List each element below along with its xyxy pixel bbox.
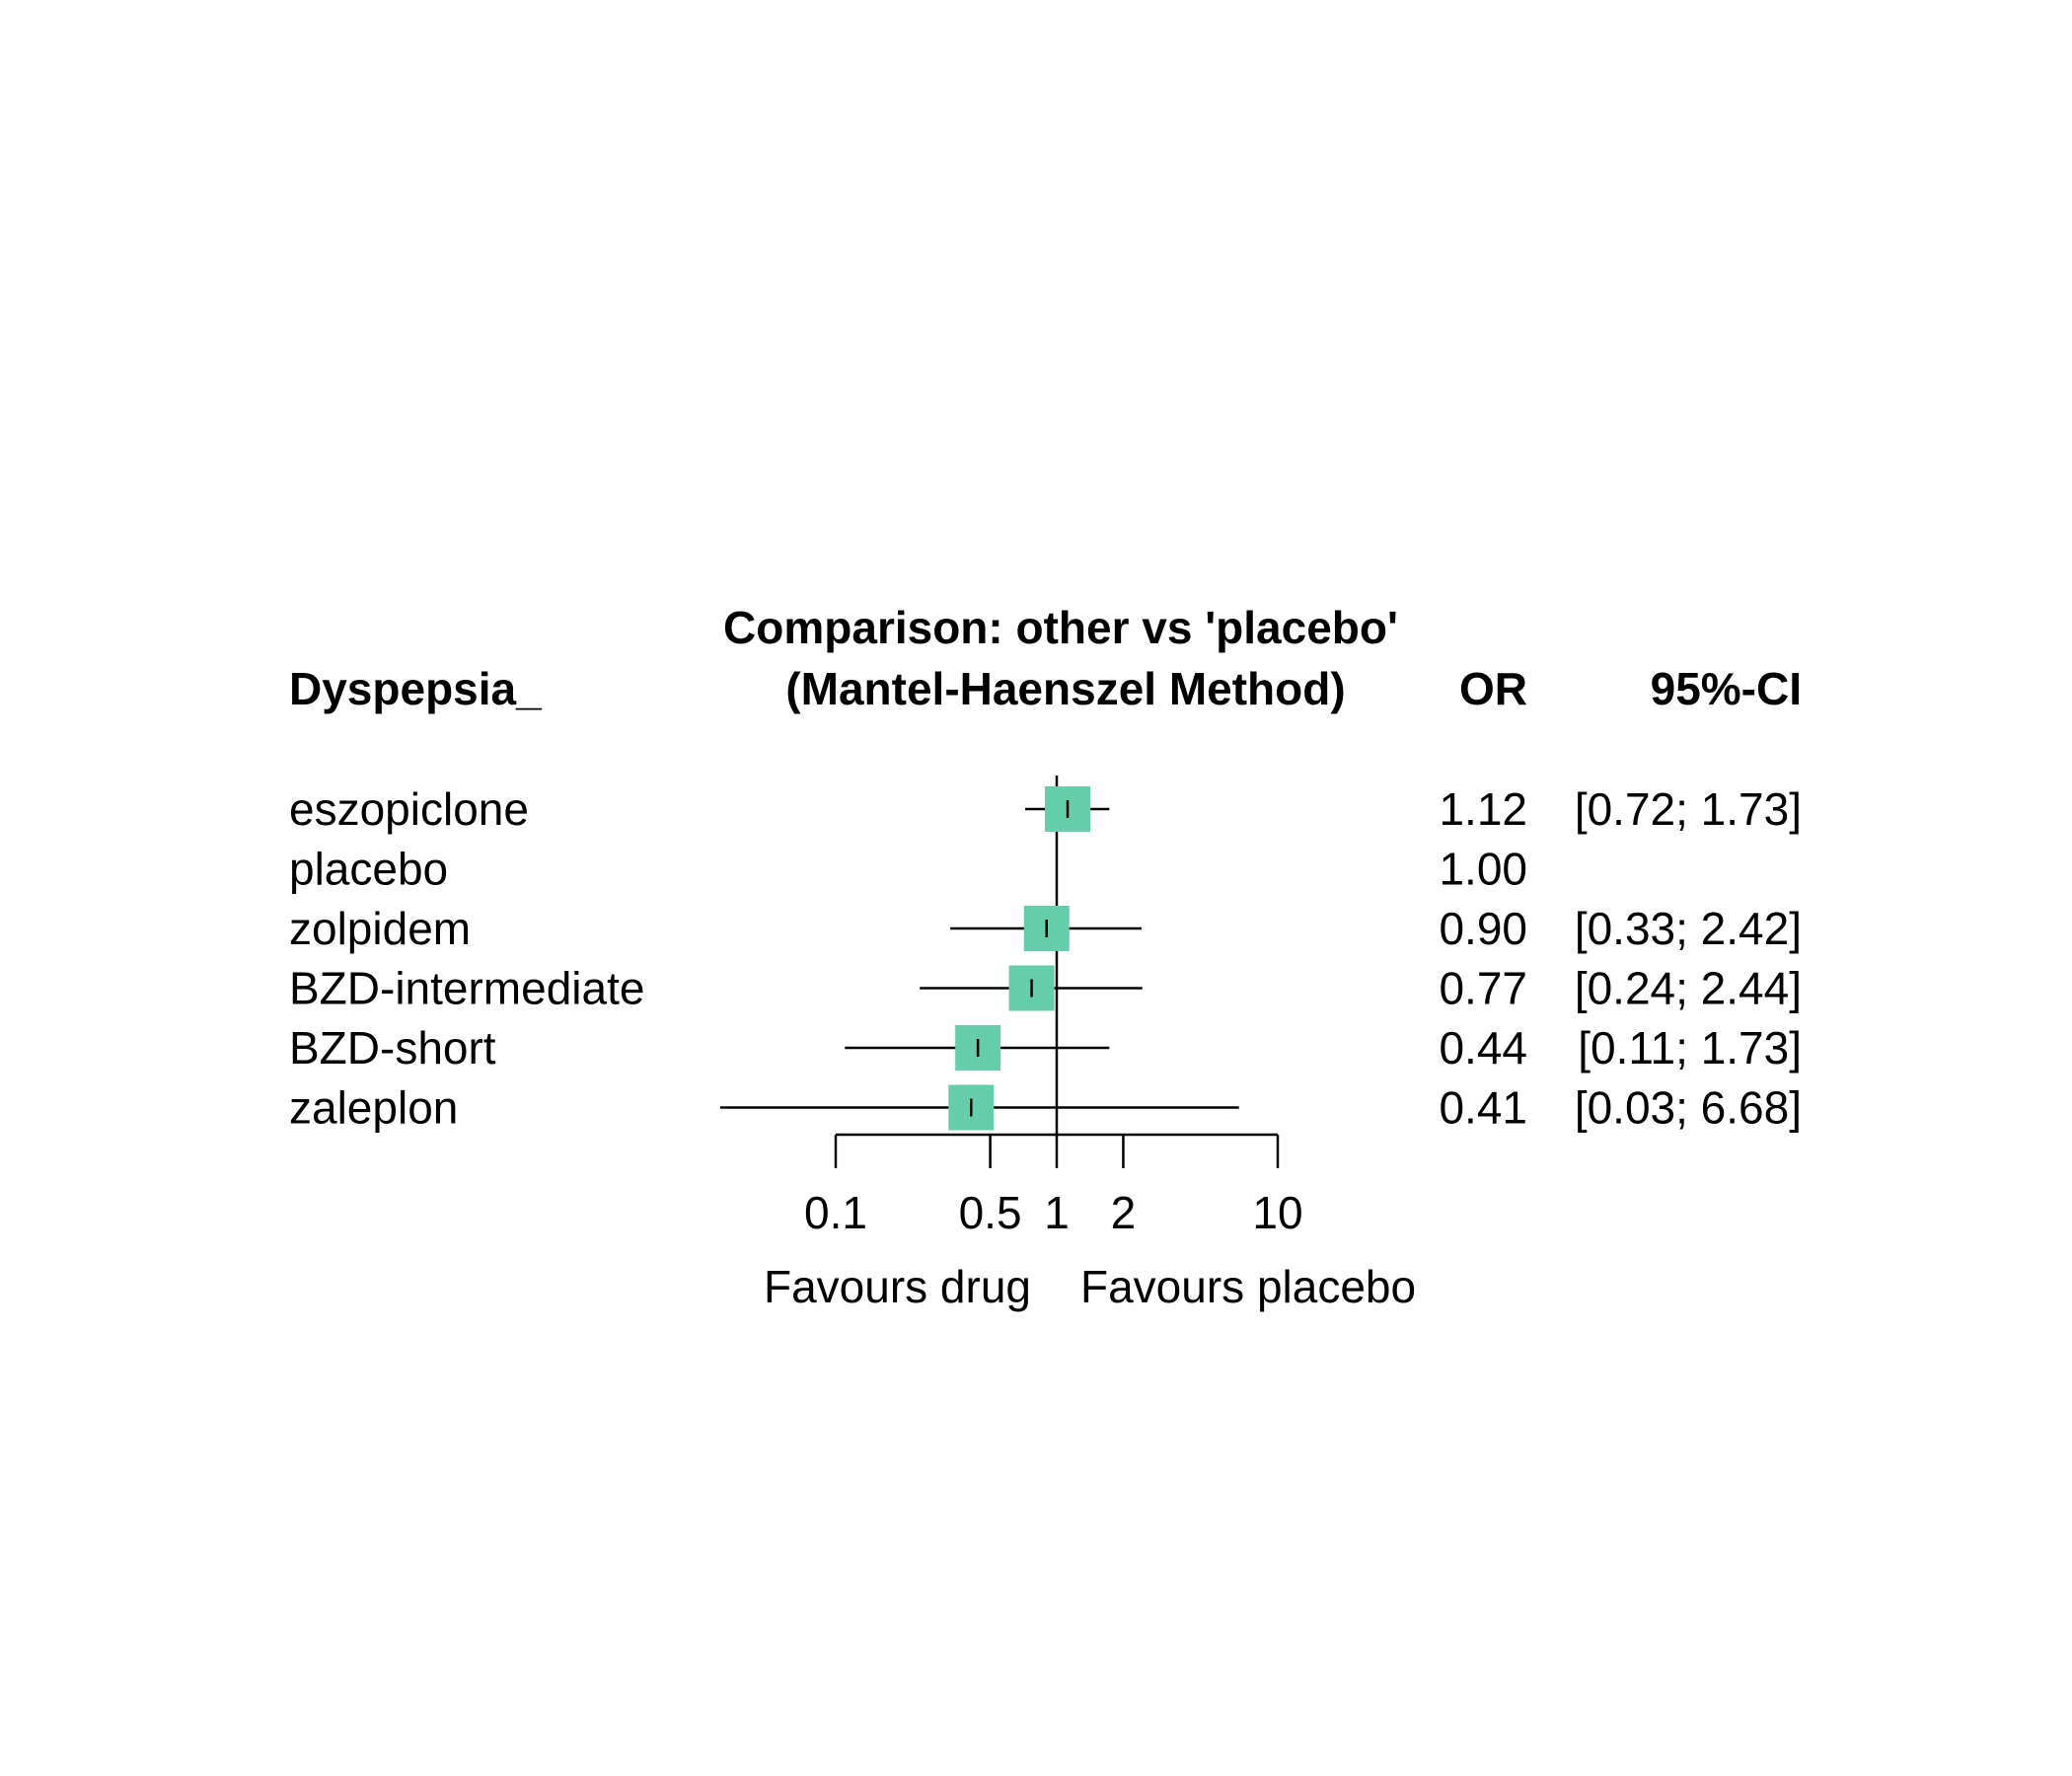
row-label: eszopiclone — [289, 783, 529, 835]
column-header-or: OR — [1459, 663, 1527, 714]
x-tick-label: 2 — [1111, 1187, 1137, 1238]
forest-row: BZD-intermediate 0.77 [0.24; 2.44] — [289, 963, 1802, 1014]
row-ci-value: [0.11; 1.73] — [1578, 1022, 1802, 1073]
row-or-value: 0.44 — [1439, 1022, 1527, 1073]
row-ci-value: [0.03; 6.68] — [1575, 1082, 1802, 1134]
forest-rows: eszopiclone 1.12 [0.72; 1.73] placebo 1.00 zo… — [289, 776, 1802, 1138]
forest-row: BZD-short 0.44 [0.11; 1.73] — [289, 1022, 1802, 1073]
row-or-value: 1.00 — [1439, 844, 1527, 895]
row-or-value: 1.12 — [1439, 783, 1527, 835]
row-ci-value: [0.33; 2.42] — [1575, 903, 1802, 954]
row-or-value: 0.77 — [1439, 963, 1527, 1014]
forest-row: placebo 1.00 — [289, 844, 1527, 895]
row-or-value: 0.90 — [1439, 903, 1527, 954]
row-label: zolpidem — [289, 903, 471, 954]
column-header-left: Dyspepsia_ — [289, 663, 542, 714]
row-label: zaleplon — [289, 1082, 458, 1134]
x-tick-label: 0.1 — [804, 1187, 867, 1238]
row-label: placebo — [289, 844, 448, 895]
row-ci-value: [0.24; 2.44] — [1575, 963, 1802, 1014]
forest-row: eszopiclone 1.12 [0.72; 1.73] — [289, 783, 1802, 835]
x-label-right: Favours placebo — [1080, 1261, 1416, 1312]
row-or-value: 0.41 — [1439, 1082, 1527, 1134]
forest-row: zaleplon 0.41 [0.03; 6.68] — [289, 1082, 1802, 1134]
row-label: BZD-intermediate — [289, 963, 644, 1014]
x-label-left: Favours drug — [764, 1261, 1031, 1312]
column-header-ci: 95%-CI — [1651, 663, 1802, 714]
chart-title-line2: (Mantel-Haenszel Method) — [785, 663, 1345, 714]
x-tick-label: 0.5 — [959, 1187, 1022, 1238]
x-tick-label: 1 — [1044, 1187, 1070, 1238]
chart-title-line1: Comparison: other vs 'placebo' — [723, 602, 1398, 653]
row-label: BZD-short — [289, 1022, 496, 1073]
row-ci-value: [0.72; 1.73] — [1575, 783, 1802, 835]
x-tick-label: 10 — [1252, 1187, 1302, 1238]
forest-row: zolpidem 0.90 [0.33; 2.42] — [289, 903, 1802, 954]
x-axis: 0.1 0.5 1 2 10 — [804, 1133, 1303, 1238]
